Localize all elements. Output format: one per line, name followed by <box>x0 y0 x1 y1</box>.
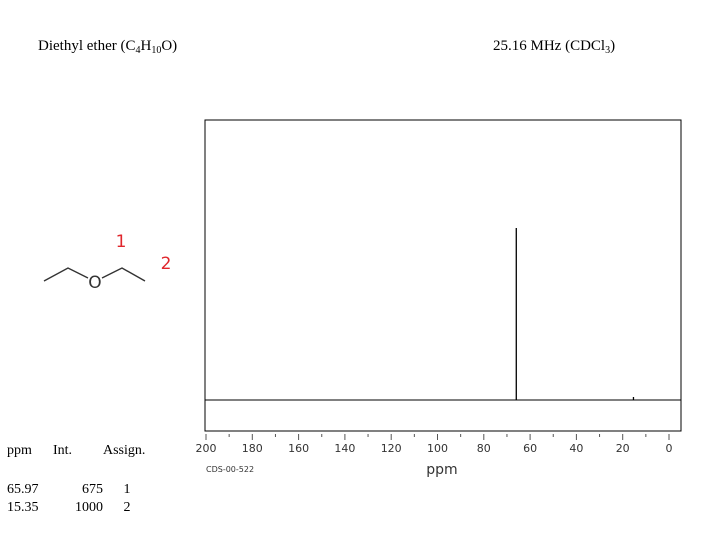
peak-table-header: ppm Int. Assign. <box>7 441 151 461</box>
header-intensity: Int. <box>53 443 73 458</box>
sample-code-label: CDS-00-522 <box>206 465 254 474</box>
molecule-structure: O 1 2 <box>43 232 172 293</box>
x-axis-ticks: 200 180 160 140 120 100 80 60 40 20 0 <box>196 434 673 455</box>
row-assignment: 2 <box>123 500 131 515</box>
ethyl-chain-left <box>43 267 89 282</box>
oxygen-atom-label: O <box>88 273 101 293</box>
x-tick-label: 20 <box>616 442 630 455</box>
row-ppm: 15.35 <box>7 500 39 515</box>
x-tick-label: 40 <box>569 442 583 455</box>
header-ppm: ppm <box>7 443 32 458</box>
table-row: 65.97 675 1 <box>7 481 151 499</box>
ethyl-chain-right <box>101 267 146 282</box>
compound-title: Diethyl ether (C4H10O) <box>38 38 178 56</box>
x-tick-label: 120 <box>381 442 402 455</box>
frequency-solvent-label: 25.16 MHz (CDCl3) <box>493 38 616 56</box>
row-intensity: 675 <box>82 482 103 497</box>
spectrum-layer <box>205 228 681 401</box>
row-assignment: 1 <box>123 482 131 497</box>
x-tick-label: 0 <box>666 442 673 455</box>
table-row: 15.35 1000 2 <box>7 499 151 517</box>
assignment-label-1: 1 <box>116 232 127 252</box>
x-axis-title: ppm <box>426 462 457 478</box>
x-tick-label: 200 <box>196 442 217 455</box>
x-tick-label: 180 <box>242 442 263 455</box>
header-assignment: Assign. <box>103 443 146 458</box>
row-intensity: 1000 <box>75 500 103 515</box>
assignment-label-2: 2 <box>161 254 172 274</box>
x-tick-label: 100 <box>427 442 448 455</box>
x-tick-label: 80 <box>477 442 491 455</box>
plot-frame <box>204 119 682 432</box>
x-tick-label: 60 <box>523 442 537 455</box>
x-tick-label: 140 <box>334 442 355 455</box>
peak-table: ppm Int. Assign. 65.97 675 1 15.35 1000 … <box>7 441 151 517</box>
row-ppm: 65.97 <box>7 482 39 497</box>
x-tick-label: 160 <box>288 442 309 455</box>
